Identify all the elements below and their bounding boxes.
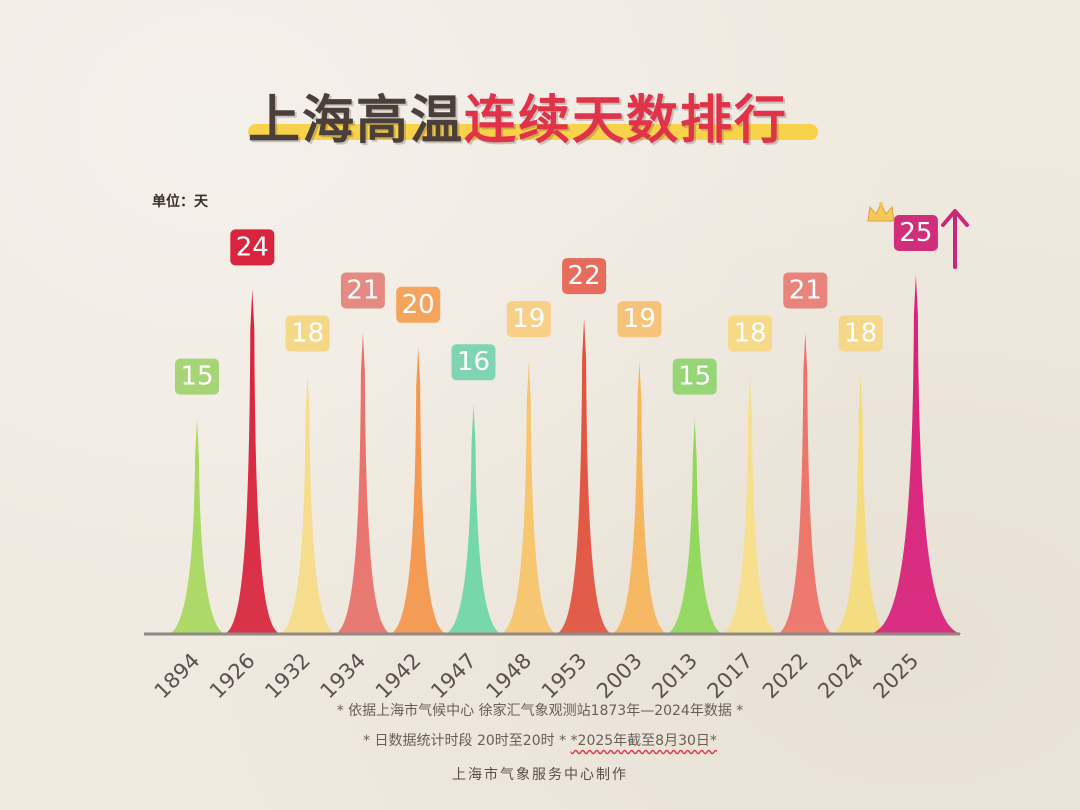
value-label-1948: 19: [506, 301, 551, 338]
footnote-period: * 日数据统计时段 20时至20时 * *2025年截至8月30日*: [0, 730, 1080, 750]
value-label-box: [893, 215, 938, 251]
title-highlight: [248, 124, 818, 140]
spike-2017: [722, 375, 778, 634]
value-label-box: [175, 358, 219, 395]
value-label-box: [340, 272, 385, 309]
tick-label-1948: 1948: [481, 648, 536, 700]
tick-label-2017: 2017: [703, 648, 758, 700]
tick-label-2024: 2024: [813, 648, 868, 700]
value-label-text: 15: [678, 362, 711, 392]
tick-label-2013: 2013: [647, 648, 702, 700]
value-label-text: 24: [236, 232, 269, 262]
spike-1947: [445, 404, 502, 634]
footnote-date-note: *2025年截至8月30日*: [570, 733, 717, 749]
tick-label-1942: 1942: [371, 648, 426, 700]
crown-icon: [867, 202, 895, 222]
tick-label-1953: 1953: [537, 648, 592, 700]
spike-2013: [666, 418, 723, 634]
spike-1942: [390, 346, 447, 634]
value-label-box: [838, 315, 883, 352]
value-label-box: [285, 315, 330, 352]
spike-1953: [556, 318, 613, 634]
value-label-1942: 20: [396, 286, 441, 323]
value-label-2022: 21: [783, 272, 828, 309]
credit-text: 上海市气象服务中心制作: [452, 767, 628, 783]
value-label-box: [617, 301, 662, 338]
value-label-1894: 15: [175, 358, 219, 395]
value-label-box: [451, 344, 496, 381]
value-label-1934: 21: [340, 272, 385, 309]
value-labels-group: 15 24 18 21 20 16 19 22 19 15 18 21 18 25: [175, 215, 938, 395]
value-label-text: 25: [899, 218, 932, 248]
value-label-1953: 22: [562, 258, 607, 295]
value-label-box: [230, 229, 275, 266]
value-label-box: [506, 301, 551, 338]
value-label-box: [728, 315, 772, 352]
title-block: 上海高温连续天数排行: [248, 78, 818, 153]
value-label-2024: 18: [838, 315, 883, 352]
value-label-2017: 18: [728, 315, 772, 352]
value-label-box: [672, 358, 717, 395]
spike-1948: [500, 361, 557, 634]
footnote-period-text: * 日数据统计时段 20时至20时 *: [363, 733, 567, 749]
chart-title: 上海高温连续天数排行: [248, 78, 818, 153]
value-label-1926: 24: [230, 229, 275, 266]
value-label-box: [562, 258, 607, 295]
tick-label-1932: 1932: [260, 648, 315, 700]
value-label-2013: 15: [672, 358, 717, 395]
value-label-text: 18: [733, 319, 766, 349]
value-label-text: 20: [402, 290, 435, 320]
value-label-text: 16: [457, 347, 490, 377]
footnote-source: * 依据上海市气候中心 徐家汇气象观测站1873年—2024年数据 *: [336, 703, 744, 719]
spike-1932: [279, 375, 336, 634]
value-label-text: 19: [512, 304, 545, 334]
tick-label-2025: 2025: [869, 648, 924, 700]
value-label-text: 21: [789, 275, 822, 305]
title-part2: 连续天数排行: [464, 91, 789, 151]
value-label-1947: 16: [451, 344, 496, 381]
spikes-group: [169, 275, 962, 634]
spike-1926: [224, 289, 281, 634]
spike-1934: [334, 332, 391, 634]
spike-1894: [169, 418, 225, 634]
value-label-text: 19: [623, 304, 656, 334]
tick-label-2022: 2022: [758, 648, 813, 700]
value-label-box: [396, 286, 441, 323]
value-label-text: 15: [180, 362, 213, 392]
spike-2025: [869, 275, 962, 634]
unit-label: 单位：天: [152, 194, 208, 210]
value-label-box: [783, 272, 828, 309]
tick-label-1934: 1934: [316, 648, 371, 700]
spike-2022: [777, 332, 834, 634]
spike-2024: [832, 375, 889, 634]
title-part1: 上海高温: [248, 91, 465, 151]
spike-2003: [611, 361, 668, 634]
value-label-text: 18: [844, 319, 877, 349]
tick-label-1894: 1894: [150, 648, 205, 700]
tick-label-1926: 1926: [205, 648, 260, 700]
up-arrow-icon: [941, 209, 969, 269]
tick-label-1947: 1947: [426, 648, 481, 700]
value-label-1932: 18: [285, 315, 330, 352]
value-label-text: 22: [568, 261, 601, 291]
value-label-text: 21: [346, 275, 379, 305]
value-label-2025: 25: [893, 215, 938, 251]
value-label-text: 18: [291, 319, 324, 349]
value-label-2003: 19: [617, 301, 662, 338]
tick-label-2003: 2003: [592, 648, 647, 700]
tick-labels-group: 1894 1926 1932 1934 1942 1947 1948 1953 2003 2013…: [150, 648, 924, 700]
